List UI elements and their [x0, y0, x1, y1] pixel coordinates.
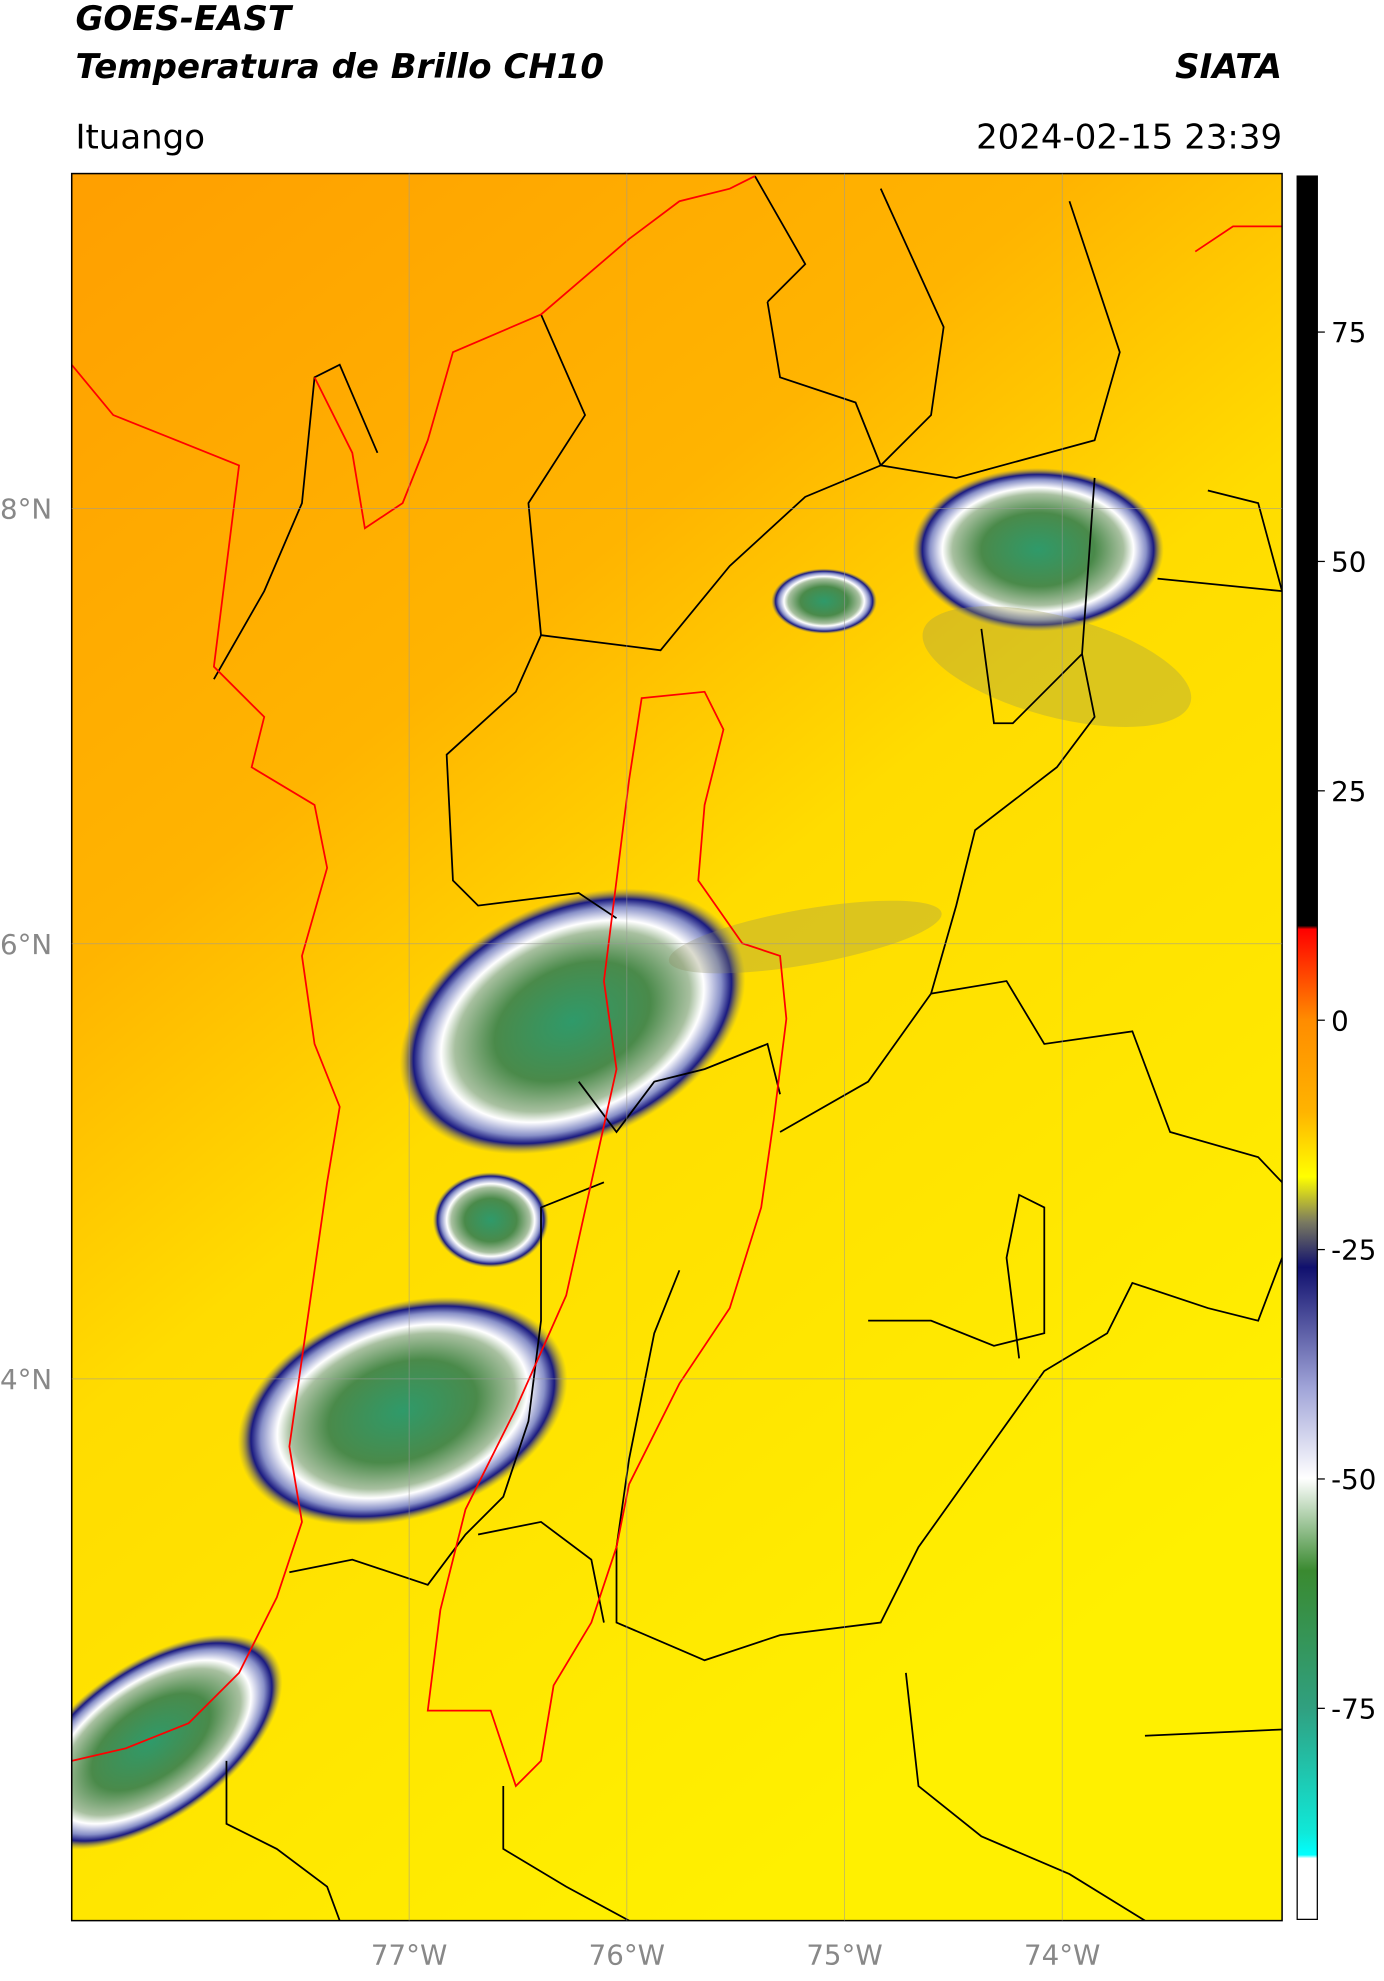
colorbar-tick-label: 0	[1331, 1004, 1349, 1037]
colorbar-tick-label: 25	[1331, 775, 1366, 808]
map-frame	[70, 172, 1283, 1922]
source: SIATA	[1175, 47, 1282, 87]
colorbar-tick-label: 75	[1331, 316, 1366, 349]
map-area	[71, 173, 1283, 1921]
y-tick-label: 6°N	[0, 928, 52, 961]
colorbar-tick-label: -25	[1331, 1234, 1376, 1267]
x-tick-label: 74°W	[1024, 1939, 1100, 1972]
coastline-and-region	[71, 175, 1283, 1788]
datetime: 2024-02-15 23:39	[976, 117, 1282, 157]
x-tick-label: 76°W	[589, 1939, 665, 1972]
colorbar-tick-label: -75	[1331, 1692, 1376, 1725]
y-tick-label: 4°N	[0, 1363, 52, 1396]
colorbar-tick-label: 50	[1331, 546, 1366, 579]
title: GOES-EAST	[75, 0, 293, 39]
x-tick-label: 75°W	[806, 1939, 882, 1972]
location: Ituango	[75, 117, 205, 157]
boundaries	[213, 175, 1283, 1921]
colorbar	[1296, 175, 1318, 1920]
x-tick-label: 77°W	[371, 1939, 447, 1972]
colorbar-tick-label: -50	[1331, 1463, 1376, 1496]
y-tick-label: 8°N	[0, 493, 52, 526]
subtitle: Temperatura de Brillo CH10	[75, 47, 604, 87]
